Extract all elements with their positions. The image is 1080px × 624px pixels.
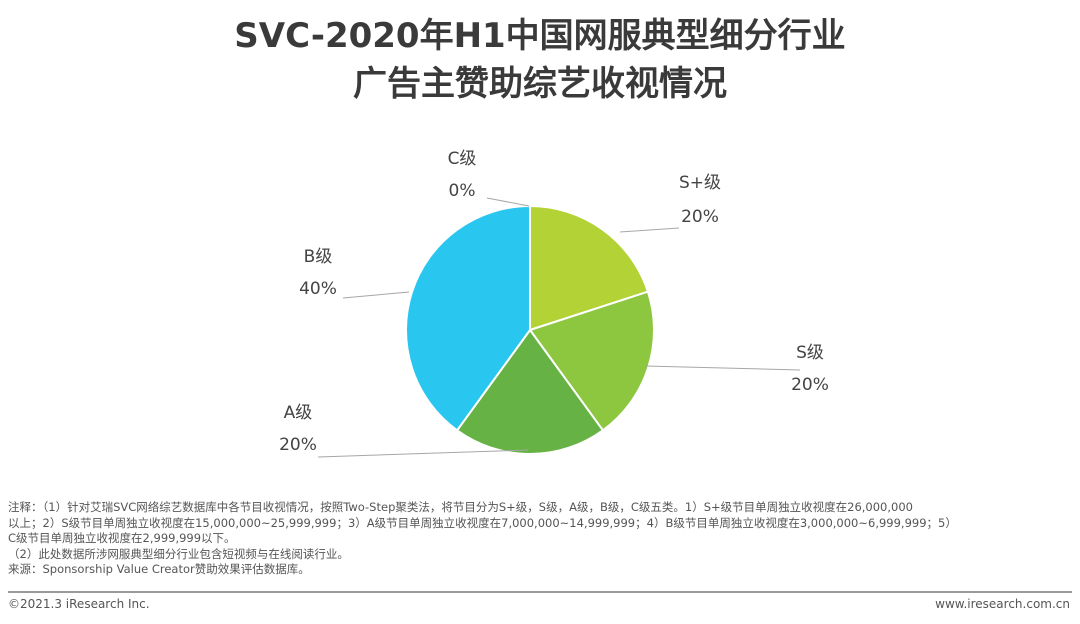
slice-label-c: C级 <box>448 149 477 169</box>
leader-line-a <box>317 449 529 458</box>
note-line-1: 注释：（1）针对艾瑞SVC网络综艺数据库中各节目收视情况，按照Two-Step聚… <box>8 500 913 514</box>
pie-chart: S+级 20% S级 20% A级 20% B级 40% C级 0% <box>279 149 829 458</box>
chart-title-line-2: 广告主赞助综艺收视情况 <box>353 64 727 104</box>
slice-label-s-plus: S+级 <box>679 173 721 193</box>
leader-line-s-plus <box>619 227 680 233</box>
pie-slice-s-plus <box>529 204 650 332</box>
source-line: 来源：Sponsorship Value Creator赞助效果评估数据库。 <box>8 562 310 576</box>
copyright: ©2021.3 iResearch Inc. <box>8 597 150 611</box>
slice-value-c: 0% <box>449 181 476 201</box>
slice-value-b: 40% <box>299 279 337 299</box>
leader-line-s <box>644 365 801 371</box>
note-line-3: C级节目单周独立收视度在2,999,999以下。 <box>8 531 236 545</box>
notes: 注释：（1）针对艾瑞SVC网络综艺数据库中各节目收视情况，按照Two-Step聚… <box>8 500 1072 578</box>
slice-label-a: A级 <box>284 403 313 423</box>
leader-line-c <box>486 197 530 207</box>
footer-divider <box>8 591 1072 593</box>
note-line-2: 以上；2）S级节目单周独立收视度在15,000,000~25,999,999；3… <box>8 515 957 530</box>
chart-title-line-1: SVC-2020年H1中国网服典型细分行业 <box>234 16 846 56</box>
website-link[interactable]: www.iresearch.com.cn <box>935 597 1070 611</box>
pie-slice-b <box>405 204 531 432</box>
slice-value-a: 20% <box>279 435 317 455</box>
note-line-4: （2）此处数据所涉网服典型细分行业包含短视频与在线阅读行业。 <box>8 546 349 561</box>
slice-label-s: S级 <box>796 343 824 363</box>
slice-value-s: 20% <box>791 375 829 395</box>
pie-slice-s <box>528 290 655 432</box>
slice-label-b: B级 <box>304 247 333 267</box>
slice-value-s-plus: 20% <box>681 207 719 227</box>
pie-slice-a <box>455 328 605 455</box>
leader-line-b <box>342 291 410 299</box>
